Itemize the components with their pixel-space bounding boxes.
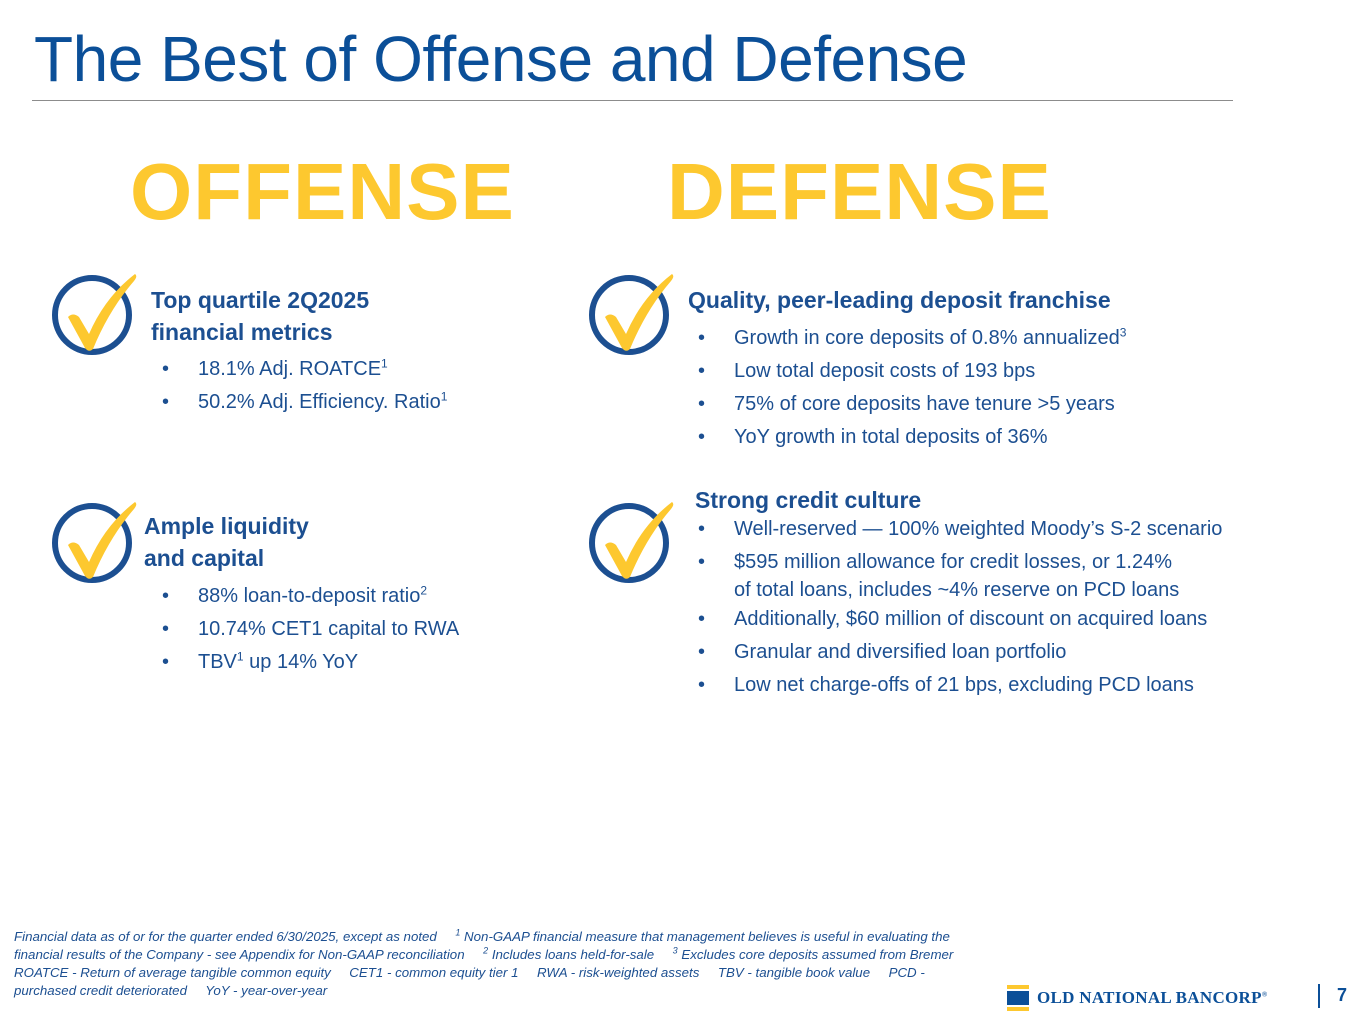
footer-divider: [1318, 984, 1320, 1008]
list-item: 50.2% Adj. Efficiency. Ratio1: [162, 386, 447, 419]
list-item: 18.1% Adj. ROATCE1: [162, 353, 447, 386]
footnote: Financial data as of or for the quarter …: [14, 927, 954, 998]
checkmark-icon: [52, 502, 137, 583]
bank-logo-icon: [1007, 985, 1029, 1011]
page-number: 7: [1337, 985, 1348, 1005]
list-item: 75% of core deposits have tenure >5 year…: [698, 388, 1126, 421]
offense-block1-bullets: 18.1% Adj. ROATCE1 50.2% Adj. Efficiency…: [162, 353, 447, 419]
list-item: Low total deposit costs of 193 bps: [698, 355, 1126, 388]
page-title: The Best of Offense and Defense: [34, 23, 968, 95]
list-item: Growth in core deposits of 0.8% annualiz…: [698, 322, 1126, 355]
list-item: YoY growth in total deposits of 36%: [698, 421, 1126, 454]
list-item: Well-reserved — 100% weighted Moody’s S-…: [698, 513, 1222, 546]
heading-line: and capital: [144, 545, 265, 571]
defense-heading: DEFENSE: [667, 147, 1052, 236]
heading-line: financial metrics: [151, 319, 333, 345]
defense-block2-bullets: Well-reserved — 100% weighted Moody’s S-…: [698, 513, 1222, 702]
heading-line: Top quartile 2Q2025: [151, 287, 370, 313]
logo-text: OLD NATIONAL BANCORP®: [1037, 988, 1268, 1007]
checkmark-icon: [52, 274, 137, 355]
list-item: Additionally, $60 million of discount on…: [698, 603, 1222, 636]
list-item: 88% loan-to-deposit ratio2: [162, 580, 459, 613]
list-item: $595 million allowance for credit losses…: [698, 546, 1222, 603]
list-item: Granular and diversified loan portfolio: [698, 636, 1222, 669]
heading-line: Ample liquidity: [144, 513, 309, 539]
defense-block1-heading: Quality, peer-leading deposit franchise: [688, 287, 1111, 313]
offense-block1-heading: Top quartile 2Q2025 financial metrics: [151, 284, 369, 348]
defense-block1-bullets: Growth in core deposits of 0.8% annualiz…: [698, 322, 1126, 454]
offense-block2-bullets: 88% loan-to-deposit ratio2 10.74% CET1 c…: [162, 580, 459, 679]
checkmark-icon: [589, 274, 674, 355]
offense-block2-heading: Ample liquidity and capital: [144, 510, 309, 574]
offense-heading: OFFENSE: [130, 147, 515, 236]
company-logo: OLD NATIONAL BANCORP®: [1007, 983, 1267, 1013]
list-item: TBV1 up 14% YoY: [162, 646, 459, 679]
list-item: Low net charge-offs of 21 bps, excluding…: [698, 669, 1222, 702]
list-item: 10.74% CET1 capital to RWA: [162, 613, 459, 646]
defense-block2-heading: Strong credit culture: [695, 487, 922, 513]
title-divider: [32, 100, 1233, 101]
checkmark-icon: [589, 502, 674, 583]
